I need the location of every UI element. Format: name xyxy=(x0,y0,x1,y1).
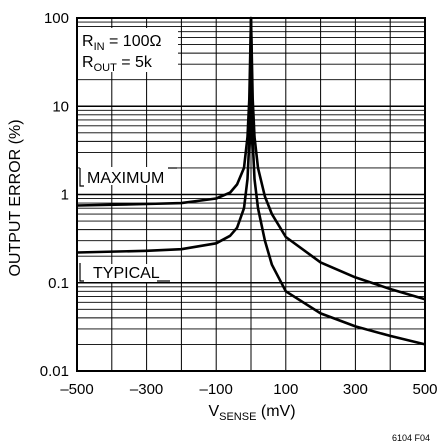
label-bracket-maximum xyxy=(79,168,84,187)
series-name-typical: TYPICAL xyxy=(93,265,160,282)
y-tick-label: 100 xyxy=(44,10,69,27)
legend-box: RIN = 100Ω ROUT = 5k xyxy=(78,28,178,74)
series-line-typical xyxy=(76,16,426,346)
legend-rout: ROUT = 5k xyxy=(82,54,153,74)
y-axis-title: OUTPUT ERROR (%) xyxy=(7,119,24,276)
label-bg-typical xyxy=(80,264,166,282)
x-tick-label: –100 xyxy=(200,381,233,398)
y-tick-labels: 100 10 1 0.1 0.01 xyxy=(40,10,69,380)
x-tick-label: –500 xyxy=(60,381,93,398)
series-label-maximum: MAXIMUM xyxy=(79,167,177,187)
y-tick-label: 1 xyxy=(61,187,69,204)
series-name-maximum: MAXIMUM xyxy=(87,170,164,187)
legend-rin: RIN = 100Ω xyxy=(82,33,161,53)
x-tick-label: –300 xyxy=(130,381,163,398)
figure-id: 6104 F04 xyxy=(392,433,430,443)
y-tick-label: 0.1 xyxy=(48,275,69,292)
label-bracket-typical xyxy=(79,263,84,282)
x-tick-labels: –500 –300 –100 100 300 500 xyxy=(60,381,437,398)
x-tick-label: 300 xyxy=(343,381,368,398)
x-tick-label: 100 xyxy=(273,381,298,398)
series-lines xyxy=(76,16,426,346)
x-axis-title: VSENSE (mV) xyxy=(208,403,295,423)
label-bg-maximum xyxy=(80,167,175,185)
x-tick-label: 500 xyxy=(412,381,437,398)
legend-background xyxy=(78,28,178,72)
series-label-typical: TYPICAL xyxy=(79,263,170,282)
y-tick-label: 0.01 xyxy=(40,363,69,380)
y-tick-label: 10 xyxy=(52,98,69,115)
